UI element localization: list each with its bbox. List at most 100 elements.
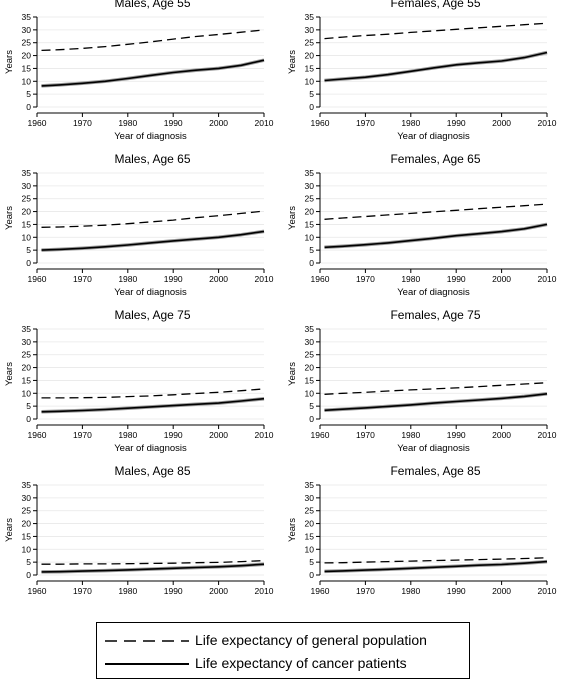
y-tick-label: 25 bbox=[22, 194, 32, 204]
y-tick-label: 5 bbox=[309, 401, 314, 411]
y-tick-label: 0 bbox=[26, 414, 31, 424]
x-tick-label: 1970 bbox=[356, 274, 375, 284]
y-tick-label: 25 bbox=[22, 350, 32, 360]
y-tick-label: 5 bbox=[26, 245, 31, 255]
panel-title: Females, Age 55 bbox=[390, 0, 480, 10]
y-tick-label: 10 bbox=[22, 76, 32, 86]
y-tick-label: 20 bbox=[22, 51, 32, 61]
legend: Life expectancy of general population Li… bbox=[96, 622, 470, 679]
series-line-cancer-patients bbox=[324, 51, 548, 82]
y-tick-label: 15 bbox=[22, 63, 32, 73]
y-tick-label: 20 bbox=[305, 519, 315, 529]
y-axis-label: Years bbox=[4, 518, 15, 542]
small-multiples-chart: Males, Age 55 0 5 10 15 20 25 30 35 1960 1970 1980 1… bbox=[4, 0, 557, 600]
y-tick-label: 25 bbox=[22, 38, 32, 48]
x-tick-label: 2000 bbox=[492, 274, 511, 284]
x-tick-label: 1970 bbox=[73, 274, 92, 284]
y-tick-label: 5 bbox=[26, 401, 31, 411]
panel-females-age-75: Females, Age 75 0 5 10 15 20 25 30 35 1960 1970 198… bbox=[287, 308, 557, 454]
x-tick-label: 1970 bbox=[356, 118, 375, 128]
y-tick-label: 35 bbox=[305, 480, 315, 490]
x-tick-label: 1960 bbox=[28, 118, 47, 128]
y-tick-label: 25 bbox=[305, 38, 315, 48]
y-axis-label: Years bbox=[287, 518, 298, 542]
y-tick-label: 0 bbox=[26, 102, 31, 112]
x-tick-label: 2010 bbox=[538, 118, 557, 128]
series-line-cancer-patients bbox=[324, 223, 548, 249]
y-tick-label: 20 bbox=[22, 363, 32, 373]
y-tick-label: 10 bbox=[22, 544, 32, 554]
x-tick-label: 1990 bbox=[164, 274, 183, 284]
y-tick-label: 10 bbox=[22, 232, 32, 242]
y-tick-label: 25 bbox=[305, 350, 315, 360]
x-tick-label: 2000 bbox=[492, 430, 511, 440]
y-tick-label: 25 bbox=[22, 506, 32, 516]
x-tick-label: 2010 bbox=[538, 430, 557, 440]
y-tick-label: 30 bbox=[305, 337, 315, 347]
y-tick-label: 20 bbox=[22, 207, 32, 217]
panel-title: Males, Age 75 bbox=[114, 308, 190, 322]
series-line-cancer-patients bbox=[41, 59, 265, 87]
x-axis-label: Year of diagnosis bbox=[114, 131, 187, 142]
y-tick-label: 35 bbox=[22, 168, 32, 178]
x-tick-label: 1990 bbox=[447, 586, 466, 596]
y-tick-label: 30 bbox=[22, 181, 32, 191]
x-axis-label: Year of diagnosis bbox=[114, 443, 187, 454]
series-line-cancer-patients bbox=[41, 563, 265, 573]
cancer-patients-confidence-band bbox=[324, 50, 548, 83]
y-tick-label: 20 bbox=[305, 51, 315, 61]
y-tick-label: 15 bbox=[305, 219, 315, 229]
panel-title: Males, Age 55 bbox=[114, 0, 190, 10]
y-tick-label: 25 bbox=[305, 194, 315, 204]
y-tick-label: 30 bbox=[22, 25, 32, 35]
x-tick-label: 1970 bbox=[356, 586, 375, 596]
x-tick-label: 1980 bbox=[118, 118, 137, 128]
panel-males-age-55: Males, Age 55 0 5 10 15 20 25 30 35 1960 1970 1980 1… bbox=[4, 0, 274, 142]
panel-males-age-65: Males, Age 65 0 5 10 15 20 25 30 35 1960 1970 1980 1… bbox=[4, 152, 274, 298]
legend-item-cancer-patients: Life expectancy of cancer patients bbox=[97, 654, 469, 674]
x-tick-label: 1990 bbox=[164, 430, 183, 440]
y-tick-label: 30 bbox=[305, 181, 315, 191]
series-line-cancer-patients bbox=[324, 393, 548, 412]
panel-title: Females, Age 75 bbox=[390, 308, 480, 322]
x-tick-label: 1970 bbox=[73, 586, 92, 596]
y-tick-label: 35 bbox=[305, 324, 315, 334]
y-tick-label: 5 bbox=[309, 245, 314, 255]
panel-title: Females, Age 65 bbox=[390, 152, 480, 166]
y-tick-label: 0 bbox=[309, 258, 314, 268]
x-axis-label: Year of diagnosis bbox=[397, 287, 470, 298]
series-line-general-population bbox=[41, 388, 265, 399]
x-tick-label: 2000 bbox=[492, 586, 511, 596]
y-tick-label: 20 bbox=[305, 207, 315, 217]
x-tick-label: 1960 bbox=[311, 274, 330, 284]
x-tick-label: 1990 bbox=[164, 586, 183, 596]
y-axis-label: Years bbox=[4, 362, 15, 386]
y-tick-label: 5 bbox=[26, 89, 31, 99]
y-tick-label: 35 bbox=[305, 12, 315, 22]
x-tick-label: 1970 bbox=[73, 118, 92, 128]
legend-dashed-line-swatch bbox=[105, 640, 189, 642]
x-tick-label: 1980 bbox=[401, 118, 420, 128]
y-tick-label: 0 bbox=[309, 102, 314, 112]
series-line-general-population bbox=[41, 559, 265, 565]
cancer-patients-confidence-band bbox=[324, 222, 548, 250]
cancer-patients-confidence-band bbox=[41, 58, 265, 88]
y-tick-label: 10 bbox=[305, 388, 315, 398]
y-tick-label: 0 bbox=[309, 414, 314, 424]
y-tick-label: 35 bbox=[305, 168, 315, 178]
x-tick-label: 2000 bbox=[209, 586, 228, 596]
series-line-general-population bbox=[324, 22, 548, 40]
x-axis-label: Year of diagnosis bbox=[397, 131, 470, 142]
panel-males-age-75: Males, Age 75 0 5 10 15 20 25 30 35 1960 1970 1980 1… bbox=[4, 308, 274, 454]
y-tick-label: 0 bbox=[309, 570, 314, 580]
y-axis-label: Years bbox=[4, 50, 15, 74]
series-line-cancer-patients bbox=[41, 397, 265, 413]
series-line-cancer-patients bbox=[324, 560, 548, 573]
x-tick-label: 2000 bbox=[209, 274, 228, 284]
x-tick-label: 1970 bbox=[356, 430, 375, 440]
x-tick-label: 1980 bbox=[118, 586, 137, 596]
y-tick-label: 10 bbox=[305, 76, 315, 86]
y-tick-label: 30 bbox=[22, 493, 32, 503]
panel-title: Males, Age 85 bbox=[114, 464, 190, 478]
y-tick-label: 10 bbox=[305, 232, 315, 242]
